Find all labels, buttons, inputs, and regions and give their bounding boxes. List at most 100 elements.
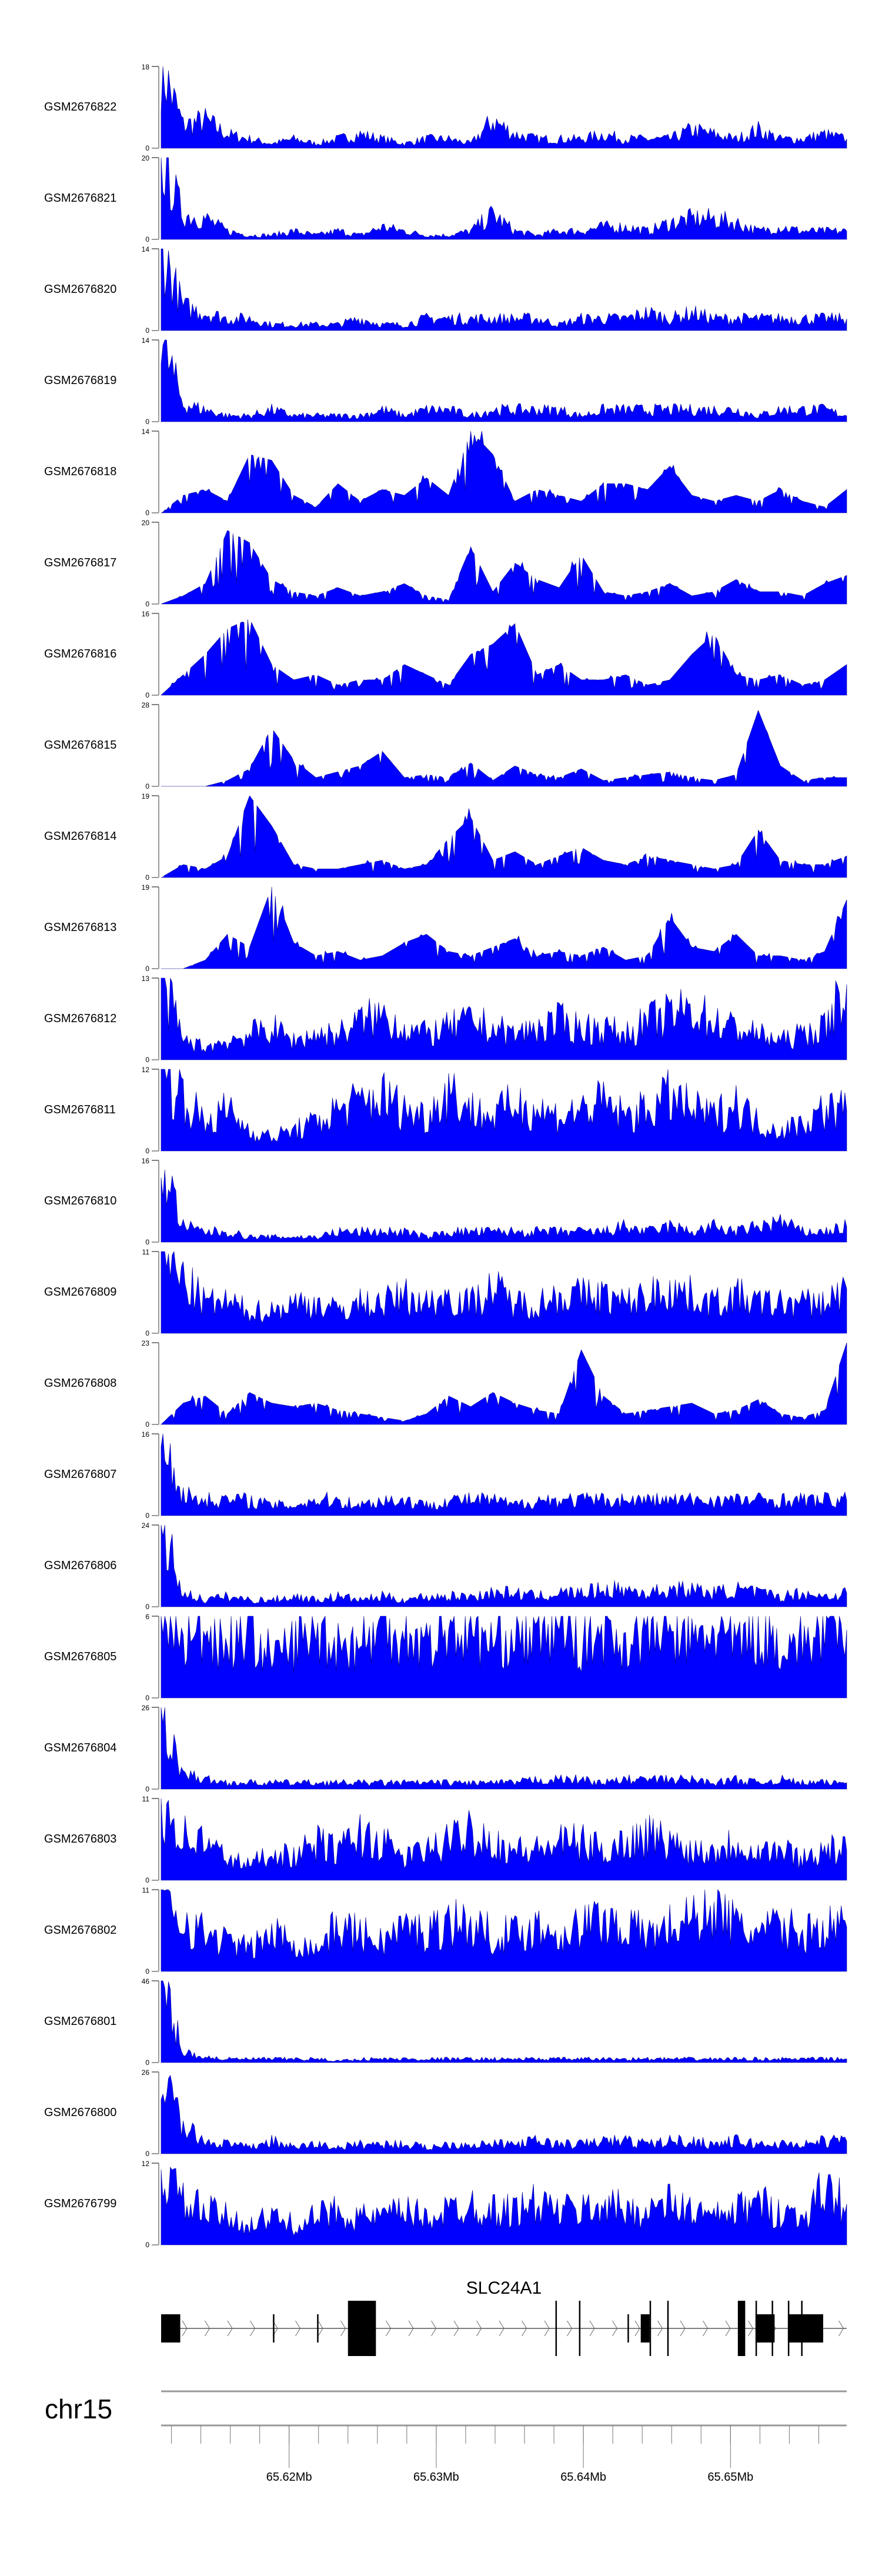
y-tick-label-min: 0 xyxy=(145,600,149,608)
utr-exon xyxy=(161,2314,181,2343)
y-tick-label-max: 19 xyxy=(142,883,150,892)
track-label: GSM2676819 xyxy=(44,374,116,387)
strand-arrow-icon xyxy=(567,2320,573,2337)
strand-arrow-icon xyxy=(703,2320,709,2337)
y-tick-label-max: 16 xyxy=(142,1430,150,1439)
y-tick-label-max: 20 xyxy=(142,154,150,162)
track-GSM2676819: GSM2676819 14 0 xyxy=(44,336,847,426)
coverage-area xyxy=(161,2166,847,2245)
coverage-area xyxy=(161,339,847,422)
major-tick-label: 65.64Mb xyxy=(560,2471,606,2484)
track-GSM2676802: GSM2676802 11 0 xyxy=(44,1886,847,1976)
y-tick-label-min: 0 xyxy=(145,326,149,335)
track-GSM2676803: GSM2676803 11 0 xyxy=(44,1795,847,1884)
track-label: GSM2676801 xyxy=(44,2015,116,2028)
y-tick-label-max: 26 xyxy=(142,1704,150,1712)
coverage-area xyxy=(161,1250,847,1334)
strand-arrow-icon xyxy=(182,2320,188,2337)
track-GSM2676804: GSM2676804 26 0 xyxy=(44,1704,847,1793)
track-GSM2676812: GSM2676812 13 0 xyxy=(44,975,847,1064)
utr-exon xyxy=(787,2314,823,2343)
track-GSM2676815: GSM2676815 28 0 xyxy=(44,701,847,790)
y-tick-label-max: 16 xyxy=(142,610,150,618)
coverage-area xyxy=(161,431,847,513)
coverage-area xyxy=(161,886,847,969)
y-tick-label-max: 11 xyxy=(142,1248,150,1256)
coverage-area xyxy=(161,619,847,696)
track-label: GSM2676813 xyxy=(44,921,116,934)
y-tick-label-min: 0 xyxy=(145,235,149,243)
coverage-area xyxy=(161,710,847,787)
track-GSM2676820: GSM2676820 14 0 xyxy=(44,245,847,335)
y-tick-label-min: 0 xyxy=(145,1511,149,1520)
strand-arrow-icon xyxy=(476,2320,482,2337)
gene-track: SLC24A1 xyxy=(161,2278,847,2356)
coding-exon xyxy=(579,2301,581,2356)
y-tick-label-min: 0 xyxy=(145,1876,149,1884)
y-tick-label-min: 0 xyxy=(145,873,149,882)
utr-exon xyxy=(640,2314,650,2343)
track-GSM2676811: GSM2676811 12 0 xyxy=(44,1066,847,1155)
coverage-area xyxy=(161,1980,847,2063)
strand-arrow-icon xyxy=(499,2320,505,2337)
track-label: GSM2676814 xyxy=(44,830,116,843)
track-GSM2676799: GSM2676799 12 0 xyxy=(44,2160,847,2249)
track-label: GSM2676810 xyxy=(44,1194,116,1207)
y-tick-label-max: 20 xyxy=(142,519,150,527)
y-tick-label-min: 0 xyxy=(145,144,149,152)
coverage-area xyxy=(161,248,847,331)
y-tick-label-min: 0 xyxy=(145,1147,149,1155)
y-tick-label-max: 19 xyxy=(142,792,150,800)
coverage-area xyxy=(161,1069,847,1152)
track-GSM2676818: GSM2676818 14 0 xyxy=(44,428,847,517)
y-tick-label-min: 0 xyxy=(145,1967,149,1976)
track-GSM2676821: GSM2676821 20 0 xyxy=(44,154,847,243)
y-tick-label-max: 13 xyxy=(142,975,150,983)
track-label: GSM2676805 xyxy=(44,1650,116,1663)
coding-exon xyxy=(787,2301,790,2356)
y-tick-label-min: 0 xyxy=(145,1694,149,1702)
y-tick-label-min: 0 xyxy=(145,2150,149,2158)
y-tick-label-max: 16 xyxy=(142,1157,150,1165)
coverage-area xyxy=(161,157,847,240)
strand-arrow-icon xyxy=(589,2320,595,2337)
strand-arrow-icon xyxy=(408,2320,414,2337)
track-label: GSM2676809 xyxy=(44,1286,116,1299)
track-label: GSM2676803 xyxy=(44,1833,116,1846)
track-GSM2676809: GSM2676809 11 0 xyxy=(44,1248,847,1337)
major-tick-label: 65.62Mb xyxy=(266,2471,312,2484)
y-tick-label-max: 14 xyxy=(142,336,150,345)
strand-arrow-icon xyxy=(318,2320,323,2337)
track-GSM2676808: GSM2676808 23 0 xyxy=(44,1339,847,1429)
y-tick-label-min: 0 xyxy=(145,782,149,790)
utr-exon xyxy=(317,2314,319,2343)
track-label: GSM2676806 xyxy=(44,1559,116,1572)
track-GSM2676800: GSM2676800 26 0 xyxy=(44,2068,847,2158)
track-GSM2676806: GSM2676806 24 0 xyxy=(44,1521,847,1611)
coverage-area xyxy=(161,795,847,878)
track-GSM2676816: GSM2676816 16 0 xyxy=(44,610,847,699)
track-label: GSM2676815 xyxy=(44,739,116,752)
strand-arrow-icon xyxy=(250,2320,256,2337)
strand-arrow-icon xyxy=(634,2320,640,2337)
track-label: GSM2676816 xyxy=(44,648,116,660)
coverage-area xyxy=(161,1798,847,1881)
y-tick-label-max: 23 xyxy=(142,1339,150,1347)
strand-arrow-icon xyxy=(748,2320,754,2337)
y-tick-label-min: 0 xyxy=(145,1238,149,1246)
y-tick-label-min: 0 xyxy=(145,1785,149,1793)
y-tick-label-max: 24 xyxy=(142,1521,150,1530)
coding-exon xyxy=(801,2301,803,2356)
major-tick-label: 65.63Mb xyxy=(413,2471,459,2484)
genome-axis-track: chr15 65.62Mb 65.63Mb 65.64Mb 65.65Mb xyxy=(45,2390,847,2484)
strand-arrow-icon xyxy=(838,2320,844,2337)
coding-exon xyxy=(755,2301,757,2356)
strand-arrow-icon xyxy=(386,2320,392,2337)
chromosome-label: chr15 xyxy=(45,2394,112,2424)
y-tick-label-min: 0 xyxy=(145,691,149,699)
coverage-area xyxy=(161,1342,847,1425)
track-label: GSM2676802 xyxy=(44,1924,116,1937)
y-tick-label-max: 26 xyxy=(142,2068,150,2077)
